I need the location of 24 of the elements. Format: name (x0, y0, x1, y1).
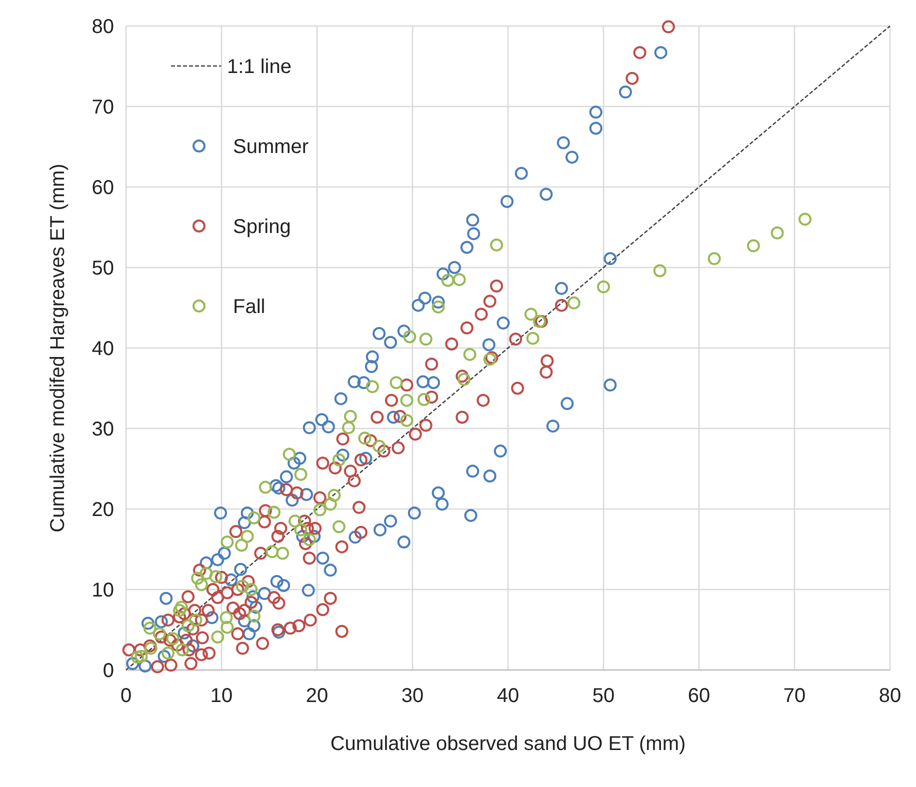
legend-label: 1:1 line (227, 56, 292, 78)
x-tick-label: 50 (592, 685, 615, 707)
y-tick-label: 80 (92, 16, 114, 38)
y-tick-label: 0 (102, 660, 114, 682)
legend-label: Fall (233, 296, 266, 318)
y-tick-label: 70 (92, 96, 114, 118)
x-tick-label: 40 (496, 685, 520, 707)
x-tick-label: 10 (210, 685, 233, 707)
y-tick-label: 30 (92, 418, 114, 440)
legend-label: Summer (233, 136, 309, 158)
y-tick-label: 20 (92, 499, 114, 521)
x-tick-label: 30 (401, 685, 424, 707)
y-tick-label: 50 (92, 258, 114, 280)
legend-label: Spring (233, 216, 291, 238)
x-tick-label: 60 (688, 685, 710, 707)
y-tick-label: 40 (92, 338, 114, 360)
x-tick-label: 80 (878, 685, 902, 707)
y-axis-title: Cumulative modifed Hargreaves ET (mm) (47, 164, 69, 532)
x-tick-label: 20 (306, 685, 328, 707)
x-axis-title: Cumulative observed sand UO ET (mm) (330, 733, 686, 755)
y-tick-label: 10 (92, 580, 114, 602)
x-tick-label: 0 (120, 685, 132, 707)
y-tick-label: 60 (92, 177, 114, 199)
x-tick-label: 70 (783, 685, 806, 707)
